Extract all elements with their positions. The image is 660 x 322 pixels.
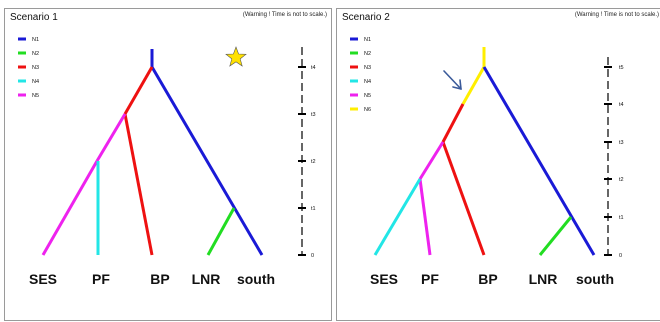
tip-label-pf: PF bbox=[421, 271, 439, 287]
legend-label-n4: N4 bbox=[32, 79, 39, 85]
tick-label: 0 bbox=[311, 253, 314, 259]
panel-title: Scenario 2 bbox=[342, 12, 390, 23]
star-icon bbox=[225, 46, 247, 67]
tip-label-ses: SES bbox=[370, 271, 398, 287]
scenario-1-panel: Scenario 1 (Warning ! Time is not to sca… bbox=[4, 8, 332, 321]
branch-bp-n3 bbox=[123, 113, 154, 256]
branch-ses-n5 bbox=[41, 160, 99, 256]
legend-label-n1: N1 bbox=[32, 37, 39, 43]
branch-n3-upper bbox=[123, 66, 154, 115]
legend-label-n5: N5 bbox=[364, 93, 371, 99]
branch-lnr-n2 bbox=[206, 207, 236, 256]
tick-label: t2 bbox=[619, 177, 624, 183]
legend-label-n1: N1 bbox=[364, 37, 371, 43]
scenario-2-tree: N1 N2 N3 N4 N5 N6 bbox=[350, 37, 624, 287]
tip-labels: SES PF BP LNR south bbox=[29, 271, 275, 287]
scale-warning: (Warning ! Time is not to scale.) bbox=[574, 12, 659, 18]
tip-label-south: south bbox=[576, 271, 614, 287]
legend-label-n2: N2 bbox=[364, 51, 371, 57]
tick-label: t2 bbox=[311, 159, 316, 165]
tip-label-south: south bbox=[237, 271, 275, 287]
tip-label-bp: BP bbox=[150, 271, 169, 287]
tip-label-ses: SES bbox=[29, 271, 57, 287]
branch-pf-n5 bbox=[418, 178, 432, 256]
legend-label-n3: N3 bbox=[32, 65, 39, 71]
panel-title: Scenario 1 bbox=[10, 12, 58, 23]
time-axis: t5 t4 t3 t2 t1 0 bbox=[604, 57, 624, 259]
branch-south-n1 bbox=[482, 66, 596, 256]
tick-label: t1 bbox=[619, 215, 624, 221]
scenario-2-panel: Scenario 2 (Warning ! Time is not to sca… bbox=[336, 8, 660, 321]
branch-n6-upper bbox=[461, 66, 486, 105]
tick-label: t4 bbox=[311, 65, 316, 71]
legend: N1 N2 N3 N4 N5 N6 bbox=[350, 37, 371, 113]
legend-label-n5: N5 bbox=[32, 93, 39, 99]
tip-label-pf: PF bbox=[92, 271, 110, 287]
branch-n5-upper bbox=[418, 141, 445, 180]
tip-labels: SES PF BP LNR south bbox=[370, 271, 614, 287]
legend-label-n6: N6 bbox=[364, 107, 371, 113]
tick-label: t1 bbox=[311, 206, 316, 212]
legend-label-n4: N4 bbox=[364, 79, 371, 85]
legend: N1 N2 N3 N4 N5 bbox=[18, 37, 39, 99]
tick-label: t4 bbox=[619, 102, 624, 108]
scale-warning: (Warning ! Time is not to scale.) bbox=[242, 12, 327, 18]
tick-label: t5 bbox=[619, 65, 624, 71]
branch-n3-upper bbox=[441, 103, 465, 143]
scenario-1-tree: N1 N2 N3 N4 N5 t4 bbox=[18, 37, 316, 287]
branches bbox=[373, 47, 596, 256]
tip-label-lnr: LNR bbox=[192, 271, 221, 287]
branch-bp-n3 bbox=[441, 141, 486, 256]
tick-label: t3 bbox=[311, 112, 316, 118]
arrow-icon bbox=[443, 70, 462, 90]
tip-label-bp: BP bbox=[478, 271, 497, 287]
branch-lnr-n2 bbox=[538, 216, 573, 256]
branch-n5-upper bbox=[95, 113, 127, 162]
branch-ses-n4 bbox=[373, 178, 422, 256]
tick-label: 0 bbox=[619, 253, 622, 259]
legend-label-n3: N3 bbox=[364, 65, 371, 71]
tip-label-lnr: LNR bbox=[529, 271, 558, 287]
legend-label-n2: N2 bbox=[32, 51, 39, 57]
tick-label: t3 bbox=[619, 140, 624, 146]
time-axis: t4 t3 t2 t1 0 bbox=[298, 47, 316, 259]
branch-south-n1 bbox=[150, 66, 264, 256]
branches bbox=[41, 49, 264, 256]
